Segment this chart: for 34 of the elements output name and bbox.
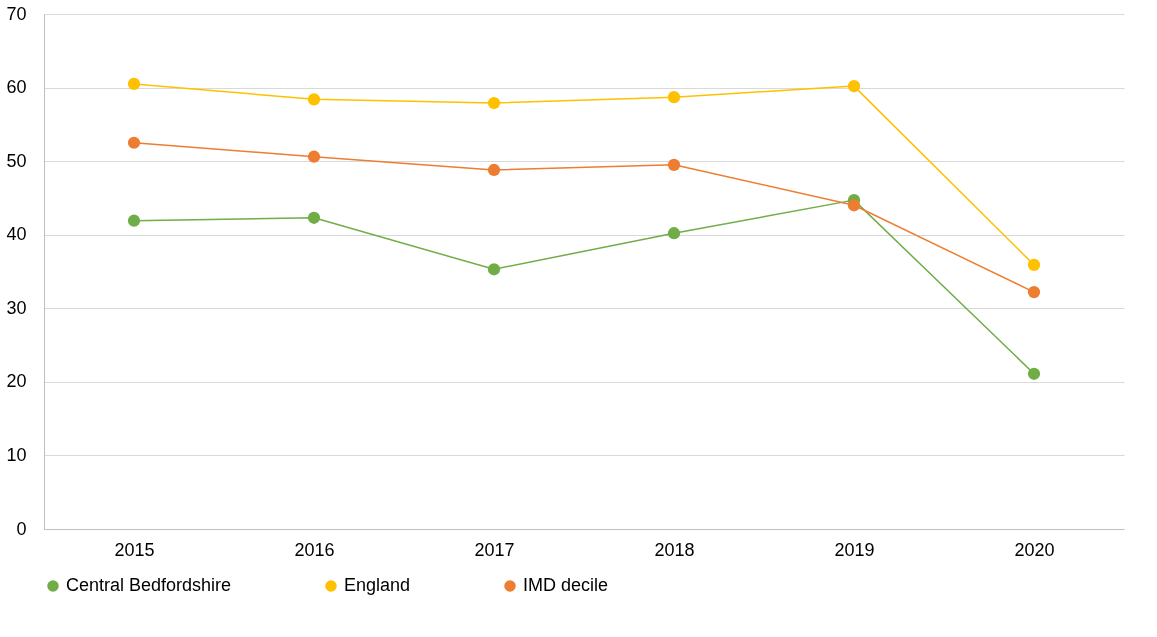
point: [667, 91, 681, 104]
y-tick-label: 20: [6, 371, 27, 392]
x-tick-label: 2020: [1014, 539, 1055, 560]
legend-label: Central Bedfordshire: [66, 575, 232, 595]
y-tick-label: 10: [6, 444, 27, 465]
y-tick-label: 0: [16, 518, 27, 539]
point: [487, 163, 501, 177]
x-tick-label: 2016: [294, 539, 335, 560]
point: [1027, 258, 1041, 271]
point: [127, 214, 141, 227]
legend-label: England: [344, 575, 411, 595]
x-tick-label: 2017: [474, 539, 515, 560]
point: [1027, 285, 1041, 299]
point: [667, 158, 681, 171]
point: [307, 93, 321, 106]
point: [307, 211, 321, 224]
y-tick-label: 40: [6, 224, 27, 245]
point: [487, 263, 501, 276]
y-tick-label: 70: [6, 3, 27, 24]
point: [307, 150, 321, 163]
point: [847, 79, 861, 93]
point: [127, 136, 141, 149]
legend-label: IMD decile: [523, 575, 609, 595]
point: [1027, 367, 1041, 380]
point: [127, 77, 141, 90]
point: [847, 199, 861, 212]
x-tick-label: 2019: [834, 539, 875, 560]
y-tick-label: 60: [6, 77, 27, 98]
y-tick-label: 30: [6, 297, 27, 318]
y-tick-label: 50: [6, 150, 27, 171]
x-tick-label: 2015: [114, 539, 155, 560]
point: [487, 96, 501, 110]
point: [667, 227, 681, 240]
x-tick-label: 2018: [654, 539, 695, 560]
